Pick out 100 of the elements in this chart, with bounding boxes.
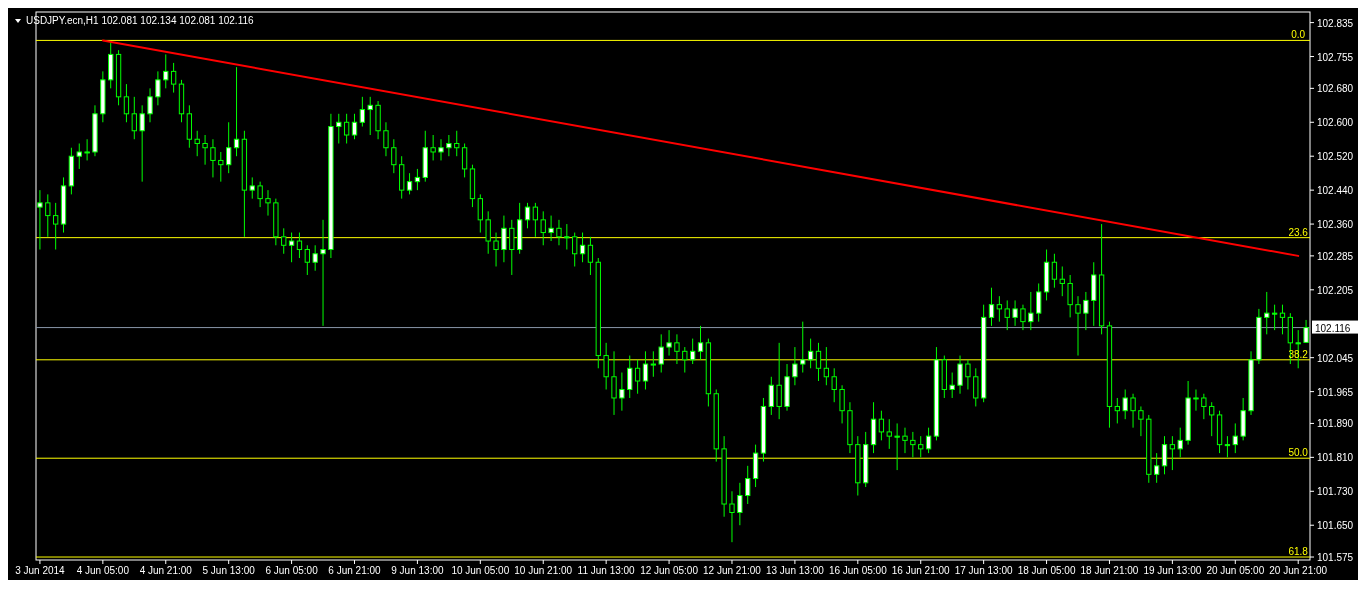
candlestick	[155, 70, 161, 106]
candlestick	[634, 359, 641, 395]
x-tick-label: 10 Jun 21:00	[514, 565, 573, 576]
x-tick-label: 12 Jun 21:00	[703, 565, 762, 576]
candlestick	[973, 367, 979, 407]
candlestick	[218, 151, 224, 183]
candlestick	[343, 113, 350, 144]
candlestick	[925, 427, 932, 454]
candlestick	[383, 121, 389, 157]
x-tick-label: 6 Jun 05:00	[265, 565, 319, 576]
candlestick	[642, 350, 649, 390]
x-tick-label: 17 Jun 13:00	[954, 565, 1013, 576]
y-tick-label: 102.440	[1317, 185, 1354, 197]
candlestick	[1177, 427, 1183, 458]
candlestick	[1130, 393, 1136, 429]
y-tick-label: 102.285	[1317, 250, 1354, 262]
x-tick-label: 20 Jun 21:00	[1269, 565, 1328, 576]
candlestick	[690, 338, 696, 365]
y-tick-label: 101.810	[1317, 452, 1354, 464]
x-tick-label: 9 Jun 13:00	[391, 565, 444, 576]
candlestick	[540, 210, 546, 246]
candlestick	[288, 232, 295, 263]
candlestick	[1004, 299, 1010, 331]
candlestick	[1075, 295, 1081, 357]
y-tick-label: 101.650	[1317, 520, 1354, 532]
y-tick-label: 102.520	[1317, 151, 1354, 163]
x-tick-label: 10 Jun 05:00	[451, 565, 510, 576]
candlestick	[988, 287, 995, 327]
candlestick	[406, 172, 413, 195]
x-tick-label: 4 Jun 05:00	[76, 565, 130, 576]
annotation: 23.6	[1288, 226, 1309, 238]
candlestick	[461, 142, 468, 178]
candlestick	[281, 227, 287, 255]
candlestick	[957, 355, 963, 395]
x-tick-label: 13 Jun 13:00	[765, 565, 825, 576]
candlestick	[658, 333, 664, 374]
candlestick	[210, 138, 216, 178]
candlestick	[556, 219, 562, 246]
candlestick	[53, 202, 59, 251]
candlestick	[1012, 299, 1018, 327]
candlestick	[800, 321, 806, 374]
y-tick-label: 101.730	[1317, 486, 1354, 498]
x-tick-label: 20 Jun 05:00	[1206, 565, 1265, 576]
candlestick	[682, 346, 688, 374]
y-tick-label: 102.600	[1317, 117, 1354, 129]
candlestick	[430, 134, 436, 161]
candlestick	[1224, 435, 1231, 458]
x-tick-label: 11 Jun 13:00	[577, 565, 636, 576]
candlestick	[485, 210, 491, 255]
candlestick	[1036, 282, 1042, 323]
candlestick	[454, 130, 460, 157]
candlestick	[1059, 265, 1065, 297]
candlestick	[1122, 388, 1128, 420]
candlestick	[351, 113, 358, 140]
candlestick	[627, 355, 633, 399]
ref-line-label: 102.116	[1315, 322, 1351, 334]
candlestick	[493, 232, 499, 267]
candlestick	[1020, 304, 1026, 331]
candlestick	[886, 418, 892, 450]
x-tick-label: 5 Jun 13:00	[202, 565, 256, 576]
y-tick-label: 102.835	[1317, 17, 1354, 29]
candlestick	[572, 232, 578, 267]
y-tick-label: 102.360	[1317, 219, 1354, 231]
x-tick-label: 4 Jun 21:00	[139, 565, 193, 576]
candlestick	[902, 427, 908, 454]
chart-title: USDJPY.ecn,H1 102.081 102.134 102.081 102.116	[26, 15, 255, 26]
candlestick	[123, 83, 130, 123]
candlestick	[745, 465, 751, 505]
candlestick	[1051, 253, 1058, 289]
candlestick	[996, 295, 1003, 323]
candlestick	[477, 193, 483, 234]
candlestick	[792, 346, 798, 386]
candlestick	[815, 342, 822, 382]
x-tick-label: 3 Jun 2014	[15, 565, 66, 576]
candlestick	[131, 96, 137, 140]
candlestick	[776, 342, 782, 420]
x-tick-label: 16 Jun 05:00	[828, 565, 888, 576]
candlestick	[1232, 422, 1238, 454]
y-tick-label: 102.045	[1317, 352, 1354, 364]
annotation: 0.0	[1291, 29, 1306, 41]
candlestick	[965, 359, 971, 390]
candlestick	[359, 96, 366, 128]
candlestick	[878, 410, 885, 441]
candlestick	[139, 104, 145, 183]
candlestick	[910, 431, 916, 458]
candlestick	[524, 202, 531, 229]
candlestick	[532, 202, 539, 238]
candlestick	[579, 232, 586, 263]
candlestick	[894, 422, 900, 471]
candlestick	[949, 372, 955, 399]
candlestick	[249, 176, 255, 200]
candlestick	[296, 232, 303, 259]
candlestick	[823, 346, 830, 386]
x-tick-label: 16 Jun 21:00	[891, 565, 951, 576]
candlestick	[1028, 291, 1034, 331]
candlestick	[650, 350, 656, 378]
candlestick	[1114, 397, 1120, 424]
candlestick	[587, 236, 594, 276]
candlestick	[1209, 401, 1215, 437]
x-tick-label: 18 Jun 21:00	[1080, 565, 1139, 576]
